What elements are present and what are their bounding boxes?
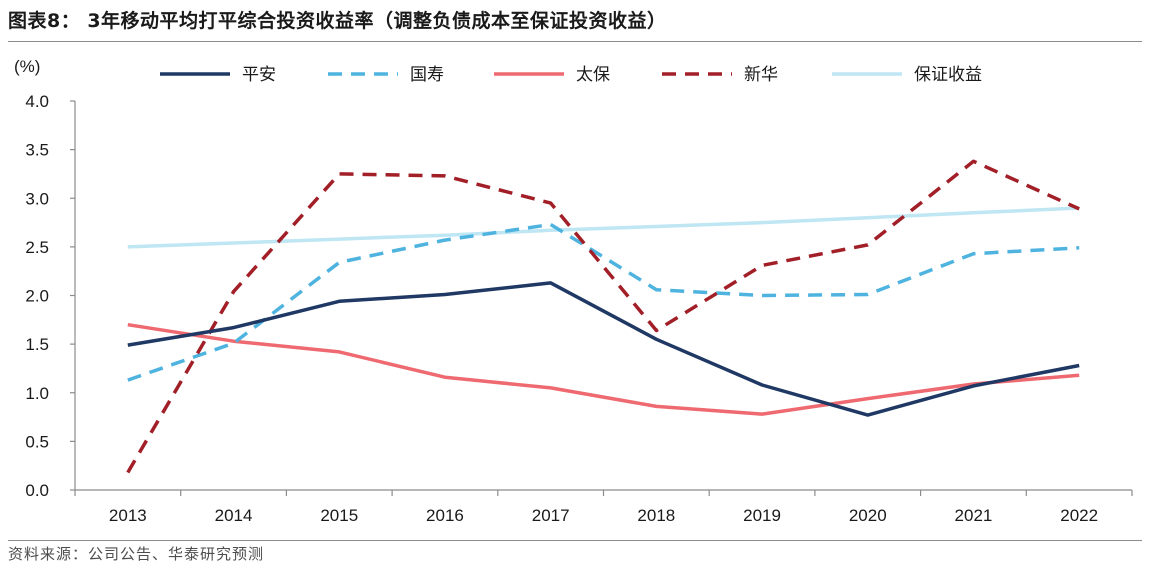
series-line-0	[127, 281, 1080, 417]
x-axis-ticks: 2013 2014 2015 2016 2017 2018 2019 2020 2021 2022	[74, 490, 1133, 525]
series-line-2	[127, 322, 1080, 416]
figure-title: 图表8： 3年移动平均打平综合投资收益率（调整负债成本至保证投资收益）	[8, 10, 667, 32]
chart-legend: 平安 国寿 太保 新华 保证收益	[160, 65, 982, 85]
x-tick-label: 2014	[215, 506, 253, 525]
y-tick-label: 3.5	[25, 141, 49, 160]
x-tick-label: 2015	[320, 506, 358, 525]
source-note: 资料来源：公司公告、华泰研究预测	[8, 545, 265, 563]
y-tick-label: 3.0	[25, 189, 49, 208]
y-tick-label: 0.0	[25, 481, 49, 500]
y-tick-label: 1.5	[25, 335, 49, 354]
legend-label-4: 保证收益	[914, 65, 982, 85]
y-tick-label: 4.0	[25, 92, 49, 111]
chart-series-lines	[126, 159, 1080, 474]
x-tick-label: 2018	[637, 506, 675, 525]
chart-axes	[74, 101, 1132, 491]
title-divider	[8, 41, 1142, 42]
legend-label-0: 平安	[242, 65, 276, 85]
x-tick-label: 2022	[1060, 506, 1098, 525]
x-tick-label: 2021	[955, 506, 993, 525]
y-tick-label: 1.0	[25, 384, 49, 403]
series-line-3	[126, 159, 1080, 474]
y-tick-label: 2.5	[25, 238, 49, 257]
series-line-4	[127, 206, 1080, 249]
x-tick-label: 2019	[743, 506, 781, 525]
series-line-1	[127, 222, 1080, 382]
footer-divider	[8, 540, 1142, 541]
y-axis-ticks: 0.0 0.5 1.0 1.5 2.0 2.5 3.0 3.5 4.0	[25, 92, 75, 500]
y-tick-label: 0.5	[25, 432, 49, 451]
y-tick-label: 2.0	[25, 287, 49, 306]
x-tick-label: 2020	[849, 506, 887, 525]
x-tick-label: 2017	[532, 506, 570, 525]
x-tick-label: 2013	[109, 506, 147, 525]
legend-label-2: 太保	[576, 65, 610, 85]
y-axis-unit-label: (%)	[14, 57, 40, 76]
legend-label-3: 新华	[744, 65, 778, 85]
line-chart: 0.0 0.5 1.0 1.5 2.0 2.5 3.0 3.5 4.0 2013 2014 2015…	[14, 57, 1133, 525]
x-tick-label: 2016	[426, 506, 464, 525]
legend-label-1: 国寿	[410, 65, 444, 85]
